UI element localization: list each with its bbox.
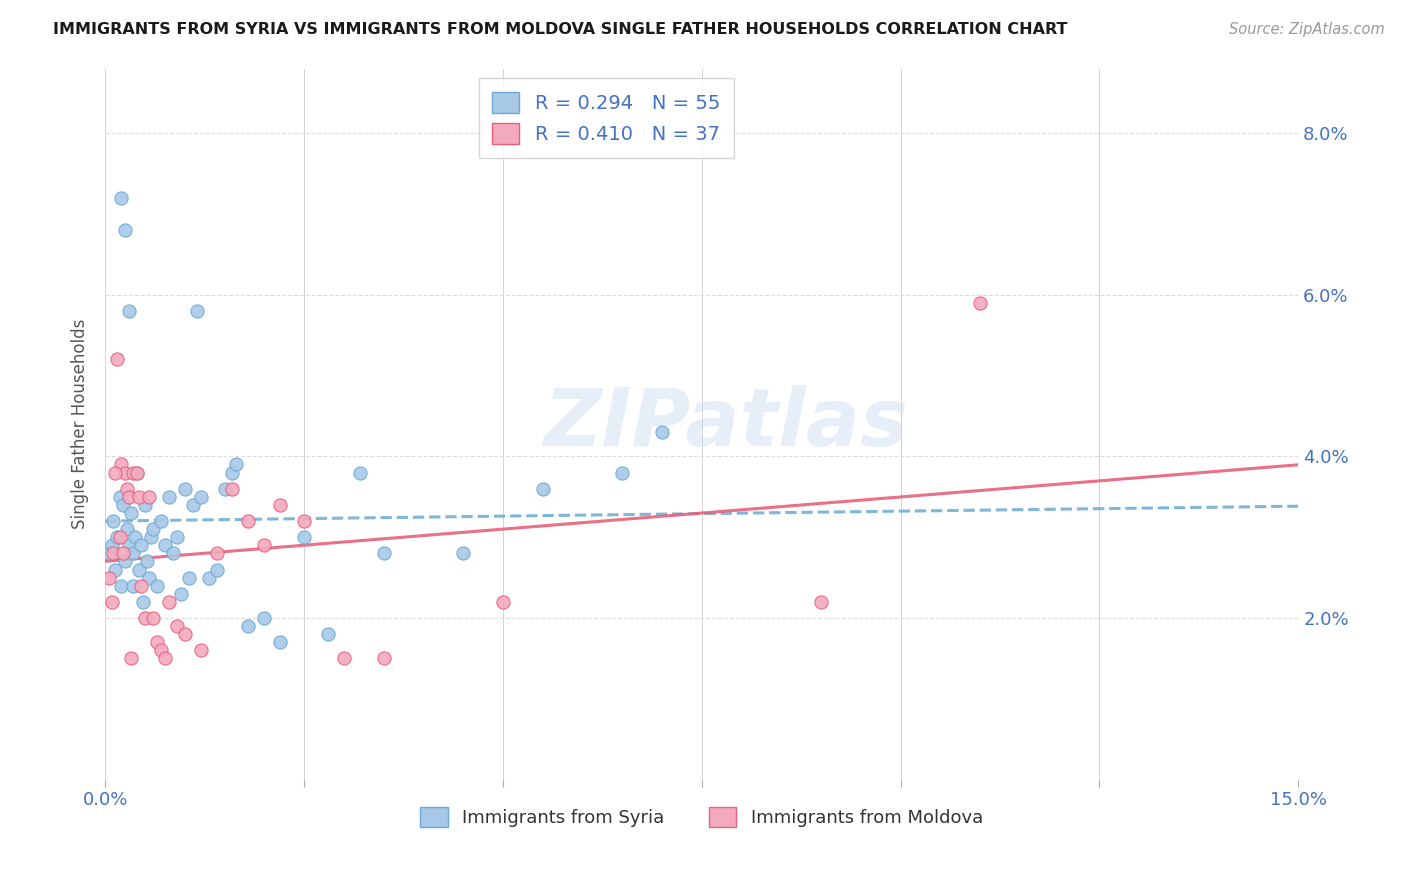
Point <box>190 490 212 504</box>
Point <box>141 530 163 544</box>
Point <box>253 611 276 625</box>
Point <box>134 611 156 625</box>
Point <box>138 571 160 585</box>
Point <box>101 546 124 560</box>
Point <box>98 546 121 560</box>
Point <box>122 579 145 593</box>
Point <box>120 506 142 520</box>
Point <box>118 538 141 552</box>
Point <box>129 579 152 593</box>
Point <box>373 546 395 560</box>
Point <box>969 296 991 310</box>
Point <box>153 651 176 665</box>
Point <box>146 579 169 593</box>
Point <box>173 482 195 496</box>
Legend: Immigrants from Syria, Immigrants from Moldova: Immigrants from Syria, Immigrants from M… <box>413 800 990 835</box>
Point <box>149 643 172 657</box>
Text: IMMIGRANTS FROM SYRIA VS IMMIGRANTS FROM MOLDOVA SINGLE FATHER HOUSEHOLDS CORREL: IMMIGRANTS FROM SYRIA VS IMMIGRANTS FROM… <box>53 22 1069 37</box>
Point <box>651 425 673 439</box>
Point <box>129 538 152 552</box>
Point <box>104 466 127 480</box>
Point <box>110 458 132 472</box>
Point <box>166 530 188 544</box>
Text: Source: ZipAtlas.com: Source: ZipAtlas.com <box>1229 22 1385 37</box>
Point <box>124 530 146 544</box>
Point <box>190 643 212 657</box>
Point <box>205 562 228 576</box>
Point <box>122 466 145 480</box>
Point <box>110 579 132 593</box>
Point <box>125 466 148 480</box>
Point <box>292 514 315 528</box>
Point <box>110 191 132 205</box>
Point <box>118 490 141 504</box>
Point <box>142 611 165 625</box>
Point <box>221 482 243 496</box>
Point <box>349 466 371 480</box>
Point <box>135 554 157 568</box>
Point <box>118 304 141 318</box>
Point <box>108 530 131 544</box>
Point <box>269 498 291 512</box>
Point <box>122 546 145 560</box>
Point <box>451 546 474 560</box>
Point <box>292 530 315 544</box>
Point <box>177 571 200 585</box>
Point <box>98 571 121 585</box>
Point <box>166 619 188 633</box>
Point <box>142 522 165 536</box>
Point <box>117 482 139 496</box>
Point <box>162 546 184 560</box>
Point <box>108 490 131 504</box>
Point <box>149 514 172 528</box>
Point <box>120 651 142 665</box>
Point <box>253 538 276 552</box>
Point <box>225 458 247 472</box>
Point <box>197 571 219 585</box>
Point <box>111 498 134 512</box>
Point <box>205 546 228 560</box>
Point <box>173 627 195 641</box>
Point <box>612 466 634 480</box>
Point <box>100 538 122 552</box>
Point <box>181 498 204 512</box>
Point <box>238 514 260 528</box>
Text: ZIPatlas: ZIPatlas <box>543 385 908 463</box>
Point <box>114 223 136 237</box>
Y-axis label: Single Father Households: Single Father Households <box>72 318 89 529</box>
Point <box>531 482 554 496</box>
Point <box>105 530 128 544</box>
Point <box>128 562 150 576</box>
Point <box>269 635 291 649</box>
Point <box>111 546 134 560</box>
Point <box>100 595 122 609</box>
Point <box>134 498 156 512</box>
Point <box>333 651 356 665</box>
Point <box>125 466 148 480</box>
Point <box>117 522 139 536</box>
Point <box>138 490 160 504</box>
Point <box>170 587 193 601</box>
Point <box>101 514 124 528</box>
Point <box>105 352 128 367</box>
Point <box>492 595 515 609</box>
Point <box>157 595 180 609</box>
Point <box>238 619 260 633</box>
Point <box>104 562 127 576</box>
Point <box>186 304 208 318</box>
Point <box>157 490 180 504</box>
Point <box>373 651 395 665</box>
Point <box>132 595 155 609</box>
Point <box>316 627 339 641</box>
Point <box>221 466 243 480</box>
Point <box>128 490 150 504</box>
Point <box>810 595 832 609</box>
Point <box>114 554 136 568</box>
Point <box>153 538 176 552</box>
Point <box>146 635 169 649</box>
Point <box>214 482 236 496</box>
Point <box>114 466 136 480</box>
